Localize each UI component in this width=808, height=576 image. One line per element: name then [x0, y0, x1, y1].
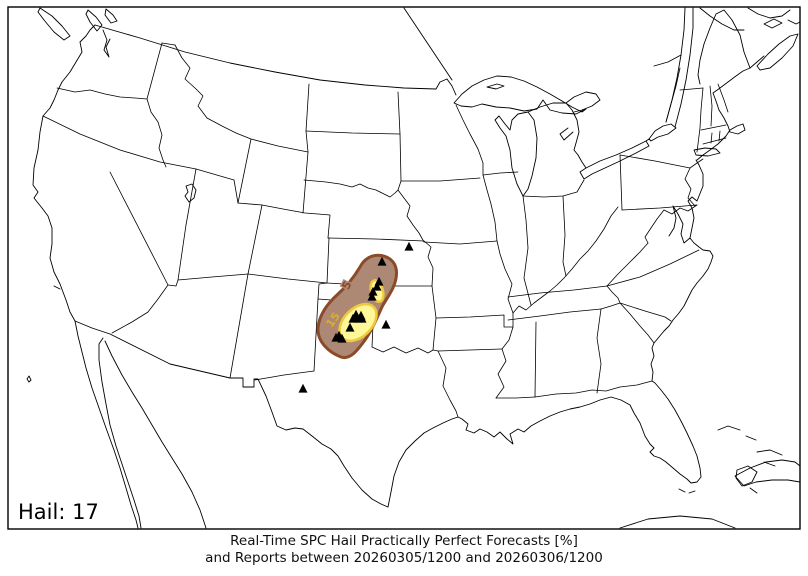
- hail-report-marker: [372, 281, 382, 291]
- caption-line-2: and Reports between 20260305/1200 and 20…: [205, 550, 603, 566]
- coastline-layer: [26, 7, 800, 529]
- caption-line-1: Real-Time SPC Hail Practically Perfect F…: [230, 533, 578, 549]
- hail-report-marker: [345, 322, 355, 332]
- hail-report-marker: [381, 319, 391, 329]
- great-lakes-layer: [453, 75, 677, 197]
- hail-report-marker: [331, 332, 341, 342]
- map-frame: [7, 6, 801, 530]
- hail-count-label: Hail: 17: [18, 500, 99, 524]
- hail-report-markers: [298, 241, 414, 393]
- hail-report-marker: [367, 291, 377, 301]
- hail-report-marker: [337, 333, 347, 343]
- hail-report-marker: [348, 313, 358, 323]
- hail-report-marker: [404, 241, 414, 251]
- hail-report-marker: [377, 256, 387, 266]
- hail-report-marker: [298, 383, 308, 393]
- figure-caption: Real-Time SPC Hail Practically Perfect F…: [0, 533, 808, 567]
- state-borders-layer: [42, 42, 729, 418]
- hail-report-marker: [368, 286, 378, 296]
- hail-report-marker: [357, 313, 367, 323]
